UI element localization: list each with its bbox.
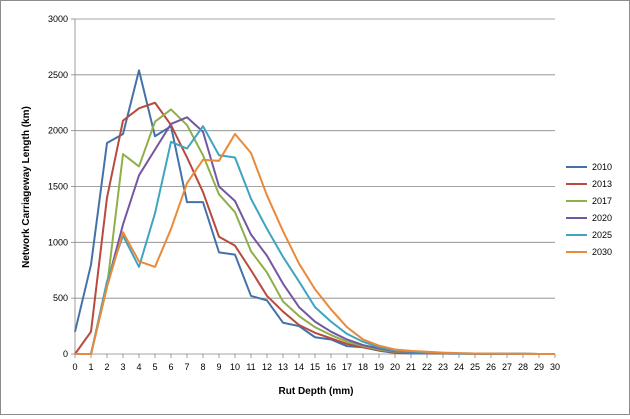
series-line-2017 [75,108,555,355]
legend-label-2017: 2017 [592,196,612,206]
x-tick-label: 28 [518,362,528,372]
x-tick-label: 7 [184,362,189,372]
x-tick-label: 30 [550,362,560,372]
gridlines [75,18,555,299]
x-tick-label: 12 [262,362,272,372]
x-tick-label: 2 [104,362,109,372]
x-tick-label: 3 [120,362,125,372]
y-tick-label: 2500 [48,70,68,80]
series-line-2010 [74,69,555,355]
series-line-2025 [75,125,555,355]
x-tick-label: 1 [88,362,93,372]
x-tick-label: 27 [502,362,512,372]
x-tick-label: 0 [72,362,77,372]
legend-label-2013: 2013 [592,179,612,189]
x-tick-label: 24 [454,362,464,372]
x-tick-label: 25 [470,362,480,372]
x-tick-label: 6 [168,362,173,372]
legend-label-2025: 2025 [592,230,612,240]
series-line-2030 [75,133,555,355]
x-tick-label: 5 [152,362,157,372]
legend-label-2030: 2030 [592,247,612,257]
x-tick-labels: 0 1 2 3 4 5 6 7 8 9 10 11 12 13 14 15 16 17 18 19 20 21 22 23 24… [72,362,560,372]
x-tick-label: 4 [136,362,141,372]
x-tick-label: 15 [310,362,320,372]
x-tick-label: 10 [230,362,240,372]
legend: 2010 2013 2017 2020 2025 2030 [566,162,612,257]
y-tick-label: 0 [63,349,68,359]
y-tick-label: 2000 [48,126,68,136]
x-tick-label: 29 [534,362,544,372]
x-tick-label: 22 [422,362,432,372]
series-line-2020 [75,116,555,355]
legend-label-2010: 2010 [592,162,612,172]
y-tick-label: 1500 [48,182,68,192]
x-tick-label: 17 [342,362,352,372]
legend-label-2020: 2020 [592,213,612,223]
x-axis-title: Rut Depth (mm) [279,386,354,397]
x-tick-label: 19 [374,362,384,372]
x-tick-label: 26 [486,362,496,372]
x-tick-label: 9 [216,362,221,372]
y-axis-title: Network Carriageway Length (km) [21,106,32,268]
y-tick-label: 500 [53,293,68,303]
y-tick-labels: 0 500 1000 1500 2000 2500 3000 [48,14,68,359]
axes [71,18,556,358]
x-tick-label: 20 [390,362,400,372]
series-lines [74,69,555,355]
y-tick-label: 1000 [48,237,68,247]
series-line-2013 [74,101,555,355]
y-tick-label: 3000 [48,14,68,24]
x-tick-label: 18 [358,362,368,372]
x-tick-label: 16 [326,362,336,372]
x-tick-label: 21 [406,362,416,372]
x-tick-label: 8 [200,362,205,372]
x-tick-label: 13 [278,362,288,372]
x-tick-label: 23 [438,362,448,372]
x-tick-label: 14 [294,362,304,372]
x-tick-label: 11 [246,362,255,372]
